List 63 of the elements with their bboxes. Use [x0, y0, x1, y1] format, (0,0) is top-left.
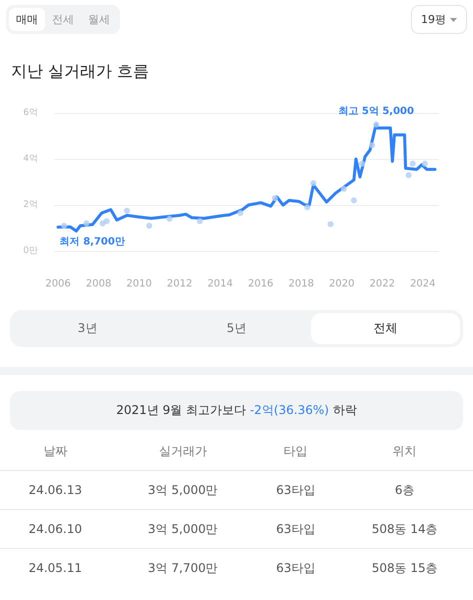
point [61, 222, 68, 229]
text: -2억(36.36%) [250, 403, 329, 417]
text: 6층 [336, 470, 473, 510]
text: 타입 [282, 442, 309, 460]
text: 63타입 [255, 470, 336, 510]
text: 19평 [421, 12, 446, 27]
text: 실거래가 [158, 442, 208, 460]
text: 5년 [226, 320, 248, 337]
text: 508동 14층 [336, 510, 473, 548]
text: 3억 5,000만 [110, 470, 256, 510]
text: 3억 7,700만 [110, 548, 256, 587]
text: 24.06.10 [0, 510, 111, 548]
x-tick-label: 2012 [166, 278, 192, 290]
x-tick-label: 2010 [126, 278, 152, 290]
point [272, 195, 278, 202]
point [350, 197, 357, 204]
y-tick-label: 2억 [23, 200, 38, 210]
point [359, 160, 365, 167]
text: 3억 5,000만 [110, 510, 256, 548]
text: 매매 [9, 8, 45, 31]
x-tick-label: 2016 [248, 278, 274, 290]
text: 508동 15층 [336, 548, 473, 587]
point [410, 160, 416, 167]
point [237, 210, 244, 216]
text: 63타입 [255, 510, 336, 548]
annotation: 최고 5억 5,000 [338, 106, 414, 117]
text: 24.05.11 [0, 548, 111, 587]
text: 전체 [311, 313, 460, 344]
text: 63타입 [255, 548, 336, 587]
y-tick-label: 4억 [23, 154, 38, 164]
point [304, 204, 310, 210]
point [373, 122, 380, 128]
point [166, 216, 172, 222]
chart-title: 지난 실거래가 흐름 [11, 62, 150, 80]
x-tick-label: 2008 [86, 278, 112, 290]
annotation: 최저 8,700만 [60, 236, 125, 248]
y-tick-label: 6억 [23, 108, 38, 118]
text: 전세 [51, 12, 75, 28]
text: 2021년 9월 최고가보다 [116, 403, 248, 417]
point [83, 220, 90, 226]
point [406, 172, 412, 178]
text: 3년 [76, 320, 98, 337]
point [124, 208, 130, 214]
text: 24.06.13 [0, 470, 111, 510]
point [328, 221, 334, 228]
point [369, 142, 376, 148]
point [196, 218, 203, 224]
x-tick-label: 2024 [410, 278, 436, 290]
x-tick-label: 2020 [329, 278, 354, 290]
text: 월세 [87, 12, 111, 28]
text: 날짜 [42, 442, 68, 460]
point [146, 222, 152, 229]
point [340, 186, 347, 192]
x-tick-label: 2014 [207, 278, 233, 290]
x-tick-label: 2018 [288, 278, 314, 290]
x-tick-label: 2022 [370, 278, 395, 290]
point [422, 160, 428, 167]
text: 위치 [392, 442, 418, 460]
x-tick-label: 2006 [45, 278, 71, 290]
text: 하락 [332, 403, 357, 417]
y-tick-label: 0만 [23, 246, 38, 256]
point [310, 180, 316, 186]
point [104, 218, 110, 224]
